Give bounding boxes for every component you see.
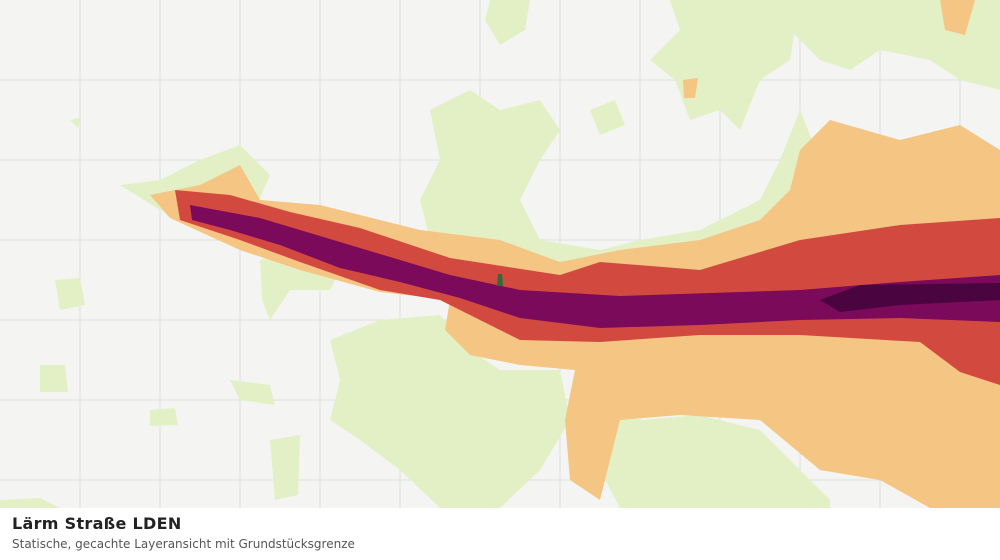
noise-zone-extreme bbox=[820, 283, 1000, 312]
noise-zone-high bbox=[175, 190, 1000, 385]
noise-zone-medium bbox=[683, 78, 698, 98]
layer-info: Lärm Straße LDEN Statische, gecachte Lay… bbox=[0, 508, 1000, 560]
layer-subtitle: Statische, gecachte Layeransicht mit Gru… bbox=[12, 537, 355, 551]
noise-zone-medium bbox=[940, 0, 975, 35]
noise-zone-very-high bbox=[190, 205, 1000, 328]
layer-title: Lärm Straße LDEN bbox=[12, 514, 182, 533]
noise-zone-low bbox=[0, 0, 1000, 508]
location-marker bbox=[497, 274, 503, 286]
